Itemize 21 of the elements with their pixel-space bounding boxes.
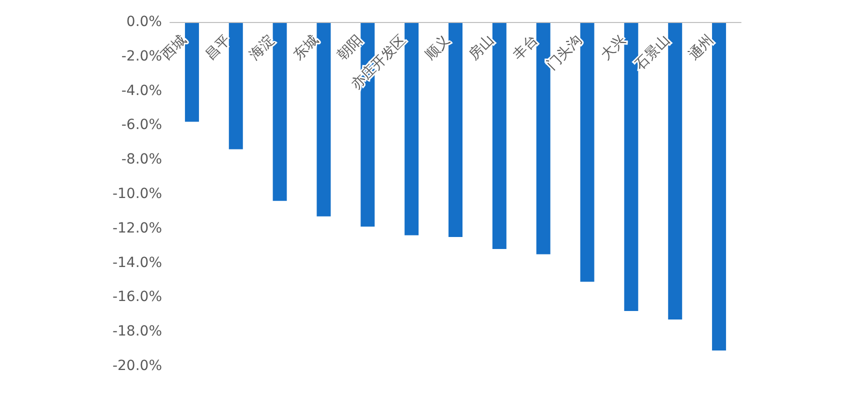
y-tick-label: -20.0% [112, 358, 162, 374]
y-tick-label: -12.0% [112, 220, 162, 236]
x-tick-label: 海淀 [246, 32, 278, 64]
x-tick-label: 朝阳 [334, 32, 366, 64]
y-tick-label: -18.0% [112, 324, 162, 340]
y-tick-label: -16.0% [112, 289, 162, 306]
y-tick-label: -14.0% [112, 254, 162, 271]
y-tick-label: -6.0% [121, 117, 162, 134]
x-tick-label: 丰台 [510, 32, 542, 64]
y-tick-label: -4.0% [121, 82, 162, 99]
x-tick-label: 昌平 [202, 32, 234, 64]
x-tick-label: 石景山 [632, 32, 673, 74]
y-tick-label: -8.0% [121, 152, 162, 168]
y-tick-label: -10.0% [112, 186, 162, 202]
x-tick-label: 顺义 [422, 32, 454, 64]
x-tick-label: 大兴 [598, 32, 630, 64]
x-tick-label: 门头沟 [544, 32, 586, 74]
y-tick-label: 0.0% [126, 14, 162, 30]
x-tick-label: 东城 [290, 32, 322, 64]
x-tick-label: 通州 [686, 32, 717, 64]
x-tick-label: 房山 [466, 32, 498, 64]
